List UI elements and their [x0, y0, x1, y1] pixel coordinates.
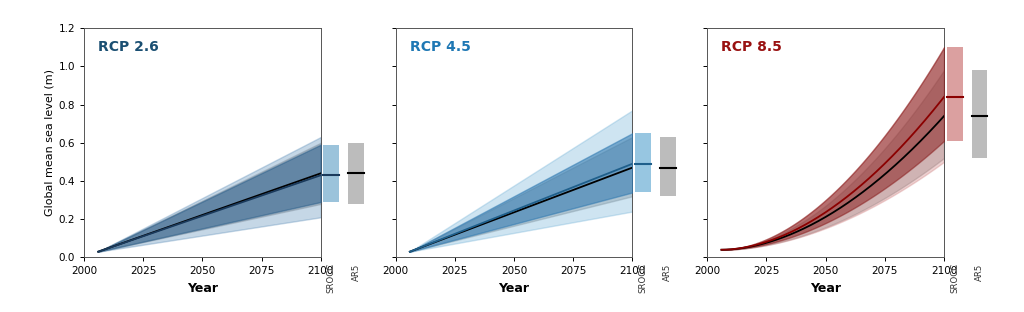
- Text: RCP 8.5: RCP 8.5: [722, 40, 782, 54]
- Text: SROCC: SROCC: [327, 263, 336, 293]
- Y-axis label: Global mean sea level (m): Global mean sea level (m): [44, 69, 54, 216]
- Text: SROCC: SROCC: [638, 263, 647, 293]
- Text: AR5: AR5: [975, 263, 984, 280]
- Bar: [946, 47, 963, 141]
- Bar: [324, 145, 339, 202]
- Text: SROCC: SROCC: [950, 263, 959, 293]
- Bar: [635, 133, 651, 193]
- X-axis label: Year: Year: [499, 282, 529, 295]
- Text: AR5: AR5: [351, 263, 360, 280]
- Text: AR5: AR5: [664, 263, 673, 280]
- X-axis label: Year: Year: [810, 282, 841, 295]
- X-axis label: Year: Year: [187, 282, 218, 295]
- Bar: [659, 137, 676, 196]
- Text: RCP 2.6: RCP 2.6: [98, 40, 159, 54]
- Bar: [972, 70, 987, 158]
- Text: RCP 4.5: RCP 4.5: [410, 40, 471, 54]
- Bar: [348, 143, 365, 204]
